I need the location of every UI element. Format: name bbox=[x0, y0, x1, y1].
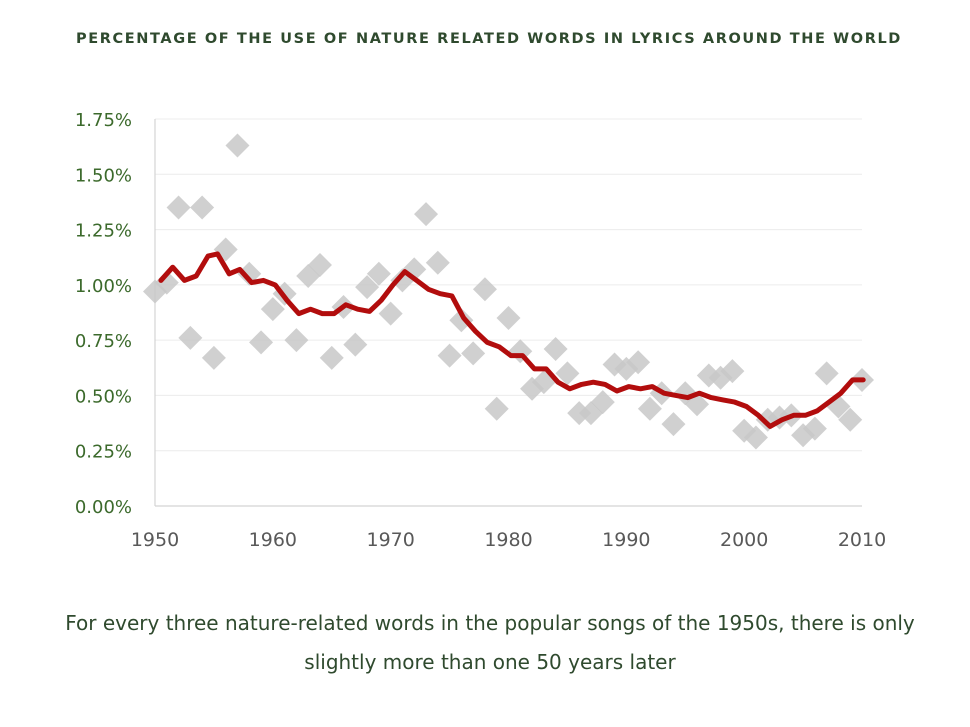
scatter-point bbox=[249, 330, 274, 355]
y-tick-label: 1.50% bbox=[75, 165, 132, 186]
x-tick-label: 1990 bbox=[602, 529, 650, 551]
scatter-point bbox=[555, 361, 580, 386]
scatter-point bbox=[425, 250, 450, 275]
chart-caption: For every three nature-related words in … bbox=[65, 611, 915, 674]
x-tick-label: 1950 bbox=[131, 529, 179, 551]
y-tick-label: 1.00% bbox=[75, 276, 132, 297]
scatter-point bbox=[720, 359, 745, 384]
x-tick-label: 2010 bbox=[838, 529, 886, 551]
x-tick-label: 2000 bbox=[720, 529, 768, 551]
y-tick-label: 1.25% bbox=[75, 221, 132, 242]
scatter-point bbox=[414, 202, 439, 227]
scatter-point bbox=[225, 133, 250, 158]
y-tick-label: 0.75% bbox=[75, 331, 132, 352]
scatter-point bbox=[814, 361, 839, 386]
scatter-point bbox=[543, 336, 568, 361]
scatter-point bbox=[743, 425, 768, 450]
scatter-point bbox=[178, 325, 203, 350]
scatter-point bbox=[343, 332, 368, 357]
y-tick-label: 1.75% bbox=[75, 110, 132, 131]
scatter-point bbox=[590, 390, 615, 415]
y-tick-label: 0.00% bbox=[75, 497, 132, 518]
scatter-point bbox=[802, 416, 827, 441]
x-tick-label: 1970 bbox=[366, 529, 414, 551]
scatter-point bbox=[260, 297, 285, 322]
x-tick-label: 1980 bbox=[484, 529, 532, 551]
scatter-point bbox=[166, 195, 191, 220]
scatter-point bbox=[366, 261, 391, 286]
y-tick-label: 0.25% bbox=[75, 442, 132, 463]
y-tick-label: 0.50% bbox=[75, 386, 132, 407]
scatter-point bbox=[472, 277, 497, 302]
scatter-point bbox=[319, 345, 344, 370]
scatter-point bbox=[838, 407, 863, 432]
scatter-point bbox=[307, 252, 332, 277]
scatter-point bbox=[355, 275, 380, 300]
scatter-point bbox=[378, 301, 403, 326]
scatter-point bbox=[437, 343, 462, 368]
scatter-point bbox=[201, 345, 226, 370]
scatter-point bbox=[461, 341, 486, 366]
scatter-point bbox=[190, 195, 215, 220]
scatter-point bbox=[449, 308, 474, 333]
scatter-point bbox=[637, 396, 662, 421]
scatter-point bbox=[484, 396, 509, 421]
trend-line bbox=[158, 251, 866, 429]
x-tick-label: 1960 bbox=[249, 529, 297, 551]
scatter-point bbox=[626, 350, 651, 375]
scatter-point bbox=[496, 306, 521, 331]
scatter-point bbox=[661, 412, 686, 437]
scatter-point bbox=[284, 328, 309, 353]
scatter-point bbox=[154, 270, 179, 295]
chart-title: PERCENTAGE OF THE USE OF NATURE RELATED … bbox=[76, 31, 902, 47]
